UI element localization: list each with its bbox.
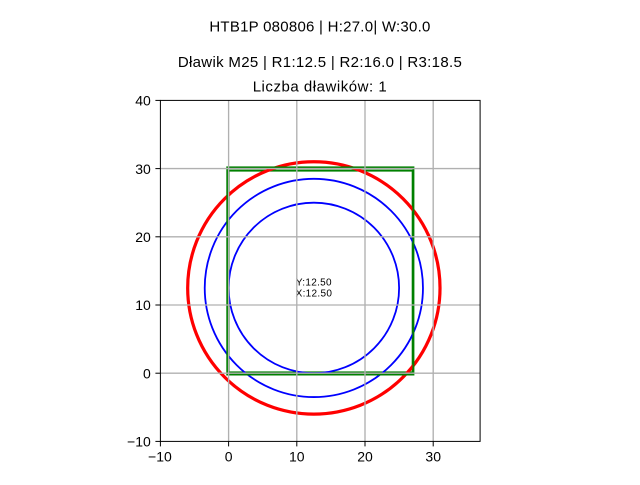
svg-text:10: 10 [289,448,305,464]
svg-text:Dławik M25 | R1:12.5 | R2:16.0: Dławik M25 | R1:12.5 | R2:16.0 | R3:18.5 [178,54,462,71]
svg-text:X:12.50: X:12.50 [296,289,333,300]
svg-text:−10: −10 [127,434,151,450]
svg-text:Y:12.50: Y:12.50 [296,277,332,288]
svg-text:0: 0 [225,448,233,464]
svg-text:20: 20 [135,229,151,245]
svg-text:HTB1P 080806 | H:27.0| W:30.0: HTB1P 080806 | H:27.0| W:30.0 [209,19,430,36]
svg-text:30: 30 [425,448,441,464]
svg-text:20: 20 [357,448,373,464]
svg-text:10: 10 [135,297,151,313]
svg-text:40: 40 [135,93,151,109]
svg-text:−10: −10 [148,448,172,464]
svg-text:30: 30 [135,161,151,177]
svg-text:0: 0 [143,365,151,381]
svg-text:Liczba dławików: 1: Liczba dławików: 1 [253,79,388,96]
